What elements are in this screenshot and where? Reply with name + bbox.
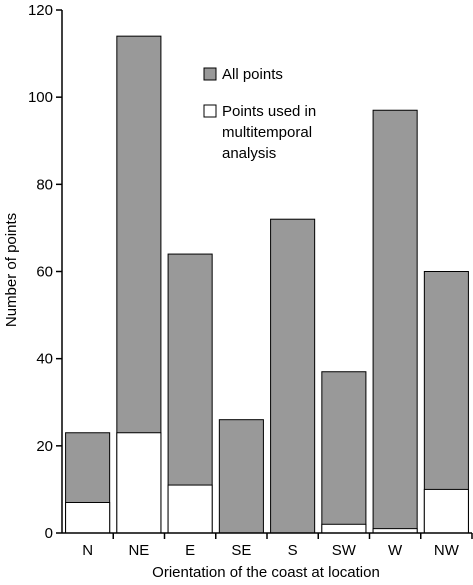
legend-swatch-all-points xyxy=(203,67,217,81)
legend-label-all-points: All points xyxy=(222,66,283,83)
legend-swatch-used-points xyxy=(203,104,217,118)
x-tick-label: S xyxy=(288,542,298,559)
bar-used-points-ne xyxy=(116,432,162,534)
bar-used-points-nw xyxy=(423,488,469,534)
y-tick-label: 60 xyxy=(36,264,53,281)
x-tick-label: NE xyxy=(128,542,149,559)
bars-group xyxy=(65,35,469,534)
x-tick-label: W xyxy=(388,542,403,559)
x-tick-label: E xyxy=(185,542,195,559)
y-tick-label: 120 xyxy=(28,2,53,19)
legend-label-used-points: analysis xyxy=(222,145,276,162)
legend: All points Points used in multitemporal ana… xyxy=(203,66,316,162)
y-tick-label: 0 xyxy=(45,525,53,542)
legend-label-used-points: multitemporal xyxy=(222,124,312,141)
bar-all-points-s xyxy=(270,218,316,534)
bar-all-points-w xyxy=(372,109,418,534)
y-tick-label: 20 xyxy=(36,438,53,455)
bar-used-points-e xyxy=(167,484,213,534)
legend-label-used-points: Points used in xyxy=(222,103,316,120)
x-tick-label: N xyxy=(82,542,93,559)
bar-used-points-sw xyxy=(321,523,367,534)
x-tick-label: SE xyxy=(231,542,251,559)
x-ticks-group: N NE E SE S SW W NW xyxy=(82,533,473,559)
y-ticks-group: 0 20 40 60 80 100 120 xyxy=(28,2,62,542)
bar-all-points-sw xyxy=(321,371,367,534)
bar-all-points-se xyxy=(218,419,264,534)
y-tick-label: 100 xyxy=(28,89,53,106)
x-tick-label: NW xyxy=(434,542,460,559)
x-axis-title: Orientation of the coast at location xyxy=(152,564,380,581)
y-tick-label: 80 xyxy=(36,176,53,193)
y-axis-title: Number of points xyxy=(3,213,20,327)
bar-used-points-n xyxy=(65,501,111,534)
y-tick-label: 40 xyxy=(36,351,53,368)
x-tick-label: SW xyxy=(332,542,357,559)
